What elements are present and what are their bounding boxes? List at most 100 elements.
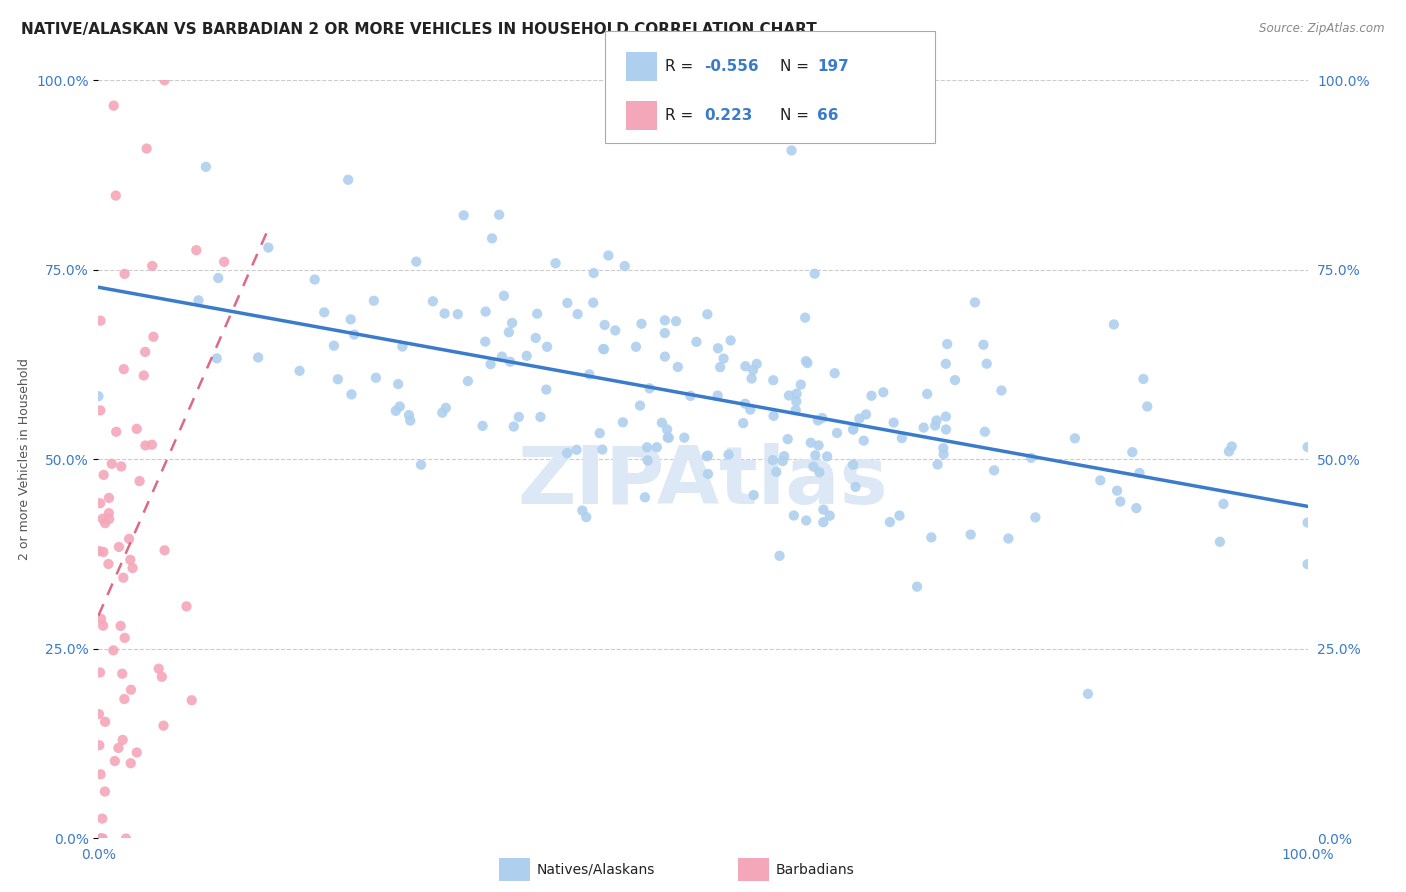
Point — [110, 459, 132, 474]
Point — [148, 662, 170, 676]
Point — [920, 530, 942, 544]
Point — [398, 408, 420, 422]
Point — [432, 406, 454, 420]
Point — [709, 360, 731, 375]
Text: R =: R = — [665, 108, 703, 123]
Point — [1090, 474, 1112, 488]
Point — [103, 98, 125, 112]
Point — [565, 442, 588, 457]
Point — [889, 508, 911, 523]
Point — [790, 377, 813, 392]
Point — [457, 374, 479, 388]
Point — [97, 506, 120, 520]
Point — [808, 465, 831, 479]
Point — [434, 401, 457, 415]
Point — [679, 389, 702, 403]
Text: N =: N = — [780, 108, 814, 123]
Point — [796, 356, 818, 370]
Point — [498, 325, 520, 339]
Point — [844, 480, 866, 494]
Point — [340, 387, 363, 401]
Point — [813, 515, 835, 529]
Point — [589, 426, 612, 441]
Point — [654, 350, 676, 364]
Point — [153, 73, 176, 87]
Point — [567, 307, 589, 321]
Point — [624, 340, 647, 354]
Point — [855, 408, 877, 422]
Point — [852, 434, 875, 448]
Point — [742, 488, 765, 502]
Point — [591, 442, 613, 457]
Point — [657, 430, 679, 444]
Point — [742, 363, 765, 377]
Point — [364, 370, 387, 384]
Point — [94, 516, 117, 531]
Point — [120, 682, 142, 697]
Point — [385, 404, 408, 418]
Point — [927, 458, 949, 472]
Text: Natives/Alaskans: Natives/Alaskans — [537, 863, 655, 877]
Point — [593, 342, 616, 356]
Point — [501, 316, 523, 330]
Point — [142, 330, 165, 344]
Point — [536, 383, 558, 397]
Point — [824, 366, 846, 380]
Point — [582, 266, 605, 280]
Point — [481, 231, 503, 245]
Point — [745, 357, 768, 371]
Point — [152, 719, 174, 733]
Point — [111, 732, 134, 747]
Point — [104, 188, 127, 202]
Point — [107, 740, 129, 755]
Point — [794, 513, 817, 527]
Point — [932, 447, 955, 461]
Point — [97, 557, 120, 571]
Point — [582, 295, 605, 310]
Point — [326, 372, 349, 386]
Point — [89, 496, 111, 510]
Text: -0.556: -0.556 — [704, 59, 759, 74]
Point — [697, 467, 720, 481]
Point — [150, 670, 173, 684]
Point — [651, 416, 673, 430]
Point — [132, 368, 155, 383]
Point — [654, 326, 676, 340]
Point — [114, 267, 136, 281]
Point — [935, 357, 957, 371]
Point — [409, 458, 432, 472]
Point — [713, 351, 735, 366]
Point — [90, 767, 112, 781]
Point — [638, 381, 661, 395]
Point — [194, 160, 217, 174]
Point — [860, 389, 883, 403]
Point — [314, 305, 336, 319]
Point — [1136, 400, 1159, 414]
Point — [1077, 687, 1099, 701]
Point — [776, 432, 799, 446]
Point — [915, 387, 938, 401]
Point — [696, 307, 718, 321]
Point — [491, 350, 513, 364]
Point — [87, 707, 110, 722]
Point — [673, 431, 696, 445]
Point — [780, 144, 803, 158]
Point — [976, 357, 998, 371]
Point — [696, 450, 718, 464]
Point — [108, 540, 131, 554]
Point — [598, 248, 620, 262]
Point — [98, 491, 121, 505]
Point — [605, 323, 627, 337]
Point — [1209, 534, 1232, 549]
Point — [212, 254, 235, 268]
Point — [578, 368, 600, 382]
Point — [207, 271, 229, 285]
Point — [91, 511, 114, 525]
Point — [740, 402, 762, 417]
Point — [997, 532, 1019, 546]
Point — [89, 313, 111, 327]
Point — [87, 389, 110, 403]
Point — [391, 339, 413, 353]
Point — [387, 377, 409, 392]
Point — [125, 746, 148, 760]
